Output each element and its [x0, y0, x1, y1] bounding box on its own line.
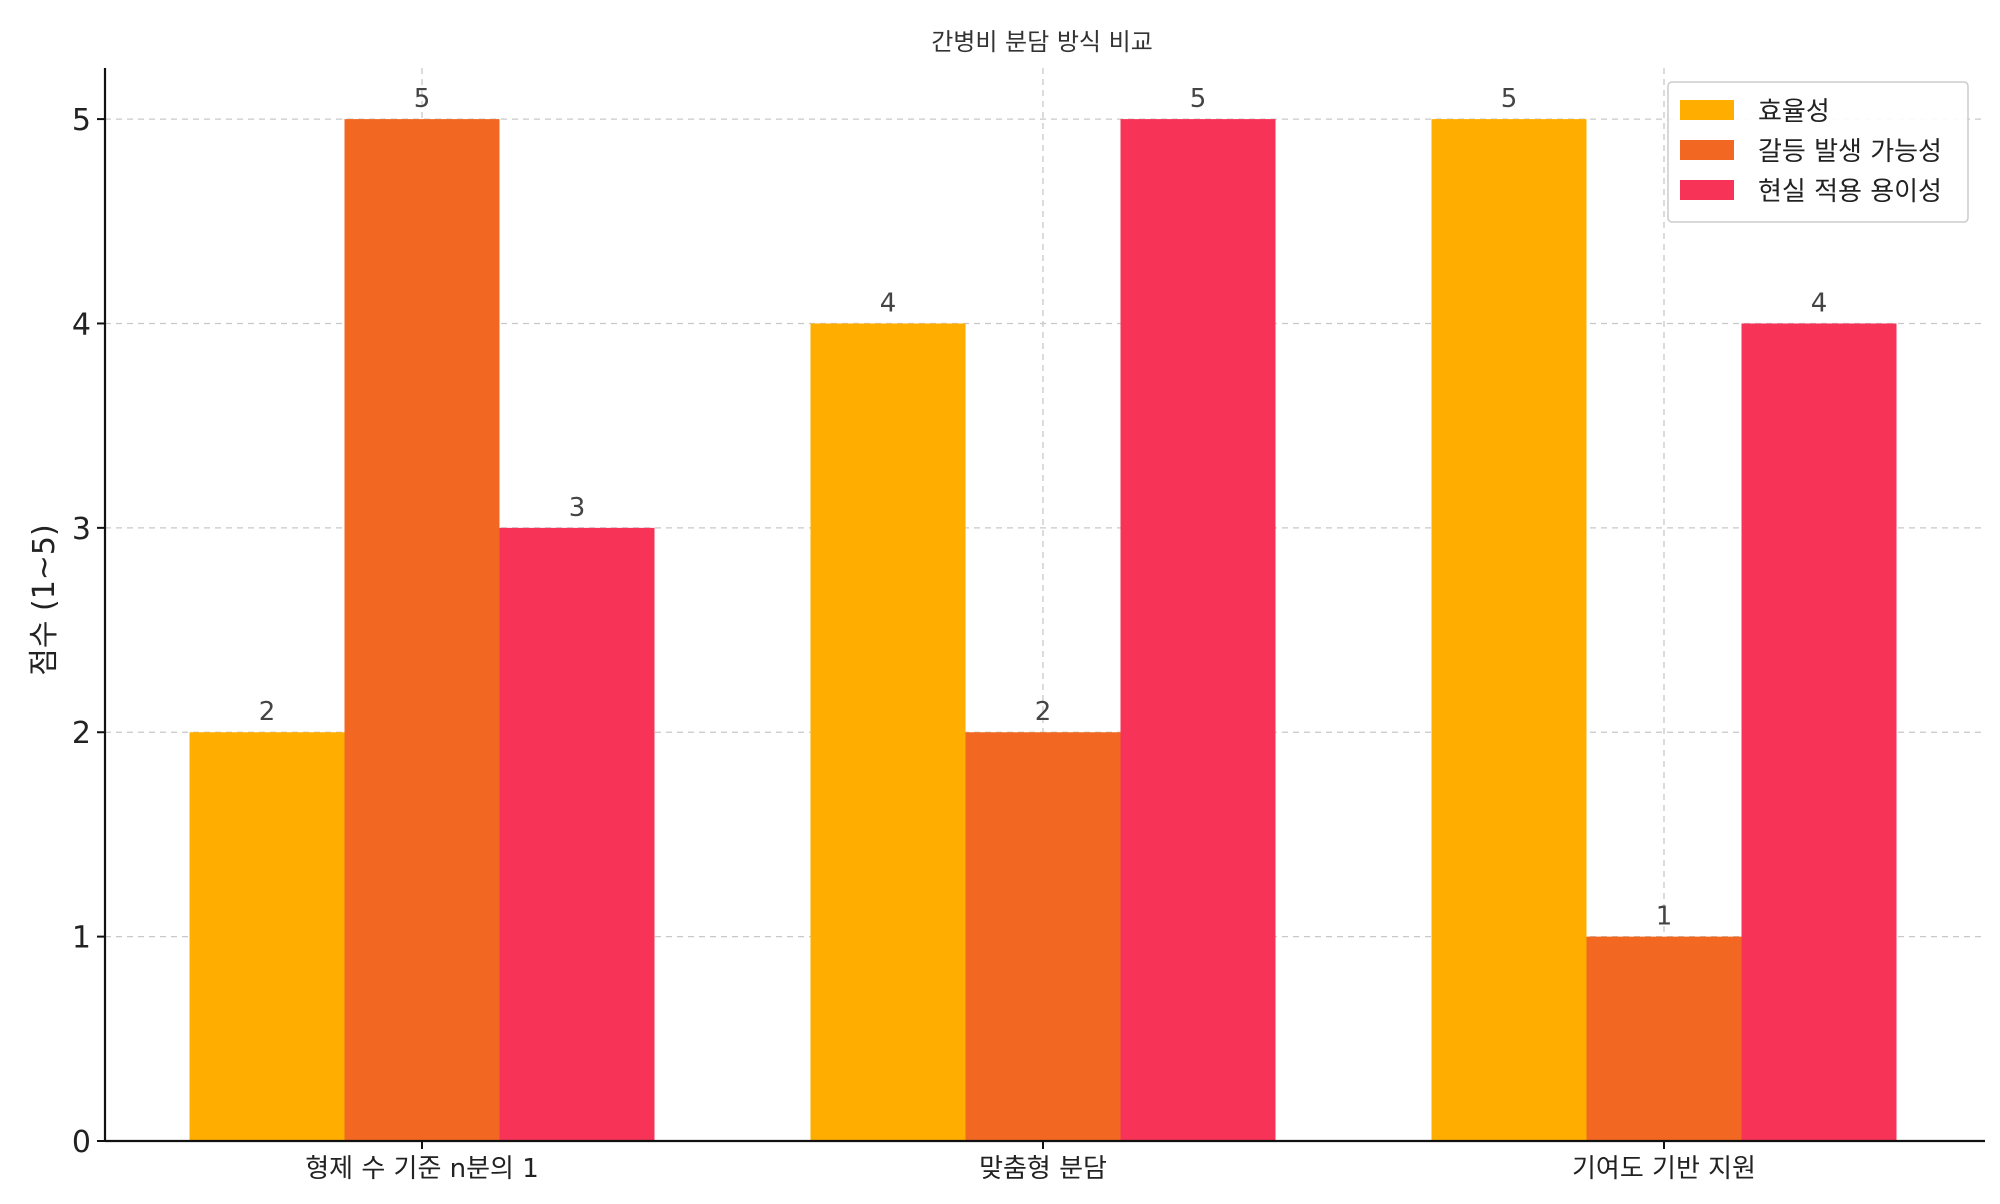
- data-label: 4: [1811, 288, 1828, 318]
- y-tick-label: 5: [72, 103, 91, 138]
- legend-swatch: [1680, 180, 1734, 200]
- chart-title: 간병비 분담 방식 비교: [931, 28, 1153, 56]
- y-tick-label: 0: [72, 1125, 91, 1160]
- data-label: 4: [880, 288, 897, 318]
- bar: [189, 732, 345, 1141]
- labels-layer: 0 1 2 3 4 5 2 4 5 5 2 1 3 5 4 형제 수 기준 n분의 1 맞춤형 분담 기여도 기반…: [72, 84, 1827, 1184]
- x-tick-label: 형제 수 기준 n분의 1: [305, 1154, 539, 1184]
- legend-swatch: [1680, 140, 1734, 160]
- data-label: 1: [1656, 902, 1673, 932]
- data-label: 3: [569, 493, 586, 523]
- data-label: 5: [1190, 84, 1207, 114]
- bar: [1431, 119, 1587, 1142]
- bar: [965, 732, 1121, 1141]
- legend-label: 현실 적용 용이성: [1758, 177, 1942, 207]
- y-axis-label: 점수 (1~5): [27, 524, 62, 675]
- bar: [1586, 936, 1742, 1141]
- bar: [344, 119, 500, 1142]
- legend-label: 갈등 발생 가능성: [1758, 137, 1942, 167]
- x-tick-label: 맞춤형 분담: [979, 1154, 1107, 1184]
- axes-layer: [97, 68, 1985, 1149]
- bar: [499, 527, 655, 1141]
- data-label: 2: [259, 697, 276, 727]
- data-label: 5: [1501, 84, 1518, 114]
- data-label: 2: [1035, 697, 1052, 727]
- y-tick-label: 4: [72, 307, 91, 342]
- y-tick-label: 1: [72, 921, 91, 956]
- x-tick-label: 기여도 기반 지원: [1572, 1154, 1756, 1184]
- y-tick-label: 3: [72, 512, 91, 547]
- bar: [810, 323, 966, 1141]
- data-label: 5: [414, 84, 431, 114]
- y-tick-label: 2: [72, 716, 91, 751]
- legend-swatch: [1680, 100, 1734, 120]
- legend-label: 효율성: [1758, 97, 1830, 127]
- bar: [1120, 119, 1276, 1142]
- bars-layer: [189, 119, 1897, 1142]
- legend-box: [1667, 81, 1969, 223]
- bar: [1741, 323, 1897, 1141]
